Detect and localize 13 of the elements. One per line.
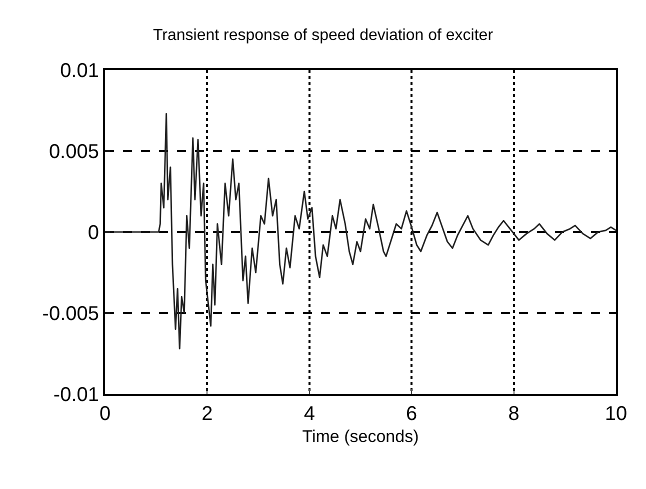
- y-tick-label: 0.005: [48, 141, 99, 163]
- x-tick-label: 2: [202, 403, 213, 425]
- y-tick-label: 0: [88, 222, 99, 244]
- x-tick-label: 4: [304, 403, 315, 425]
- line-series: [105, 112, 616, 350]
- x-tick-label: 10: [604, 403, 628, 425]
- x-tick-label: 8: [508, 403, 520, 425]
- y-tick-label: -0.01: [53, 384, 99, 406]
- y-tick-label: -0.005: [42, 303, 99, 325]
- x-tick-label: 6: [406, 403, 418, 425]
- chart-title: Transient response of speed deviation of exciter: [152, 26, 494, 44]
- x-axis-title: Time (seconds): [302, 426, 419, 446]
- y-tick-label: 0.01: [60, 60, 99, 82]
